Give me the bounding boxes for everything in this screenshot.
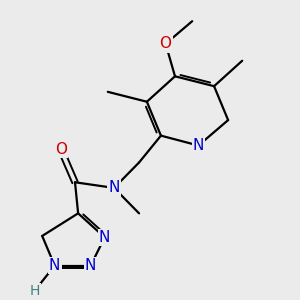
Text: N: N [108, 180, 120, 195]
Text: N: N [85, 258, 96, 273]
Text: H: H [29, 284, 40, 298]
Text: N: N [99, 230, 110, 245]
Text: N: N [193, 138, 204, 153]
Text: N: N [49, 258, 60, 273]
Text: O: O [160, 36, 172, 51]
Text: O: O [55, 142, 67, 157]
